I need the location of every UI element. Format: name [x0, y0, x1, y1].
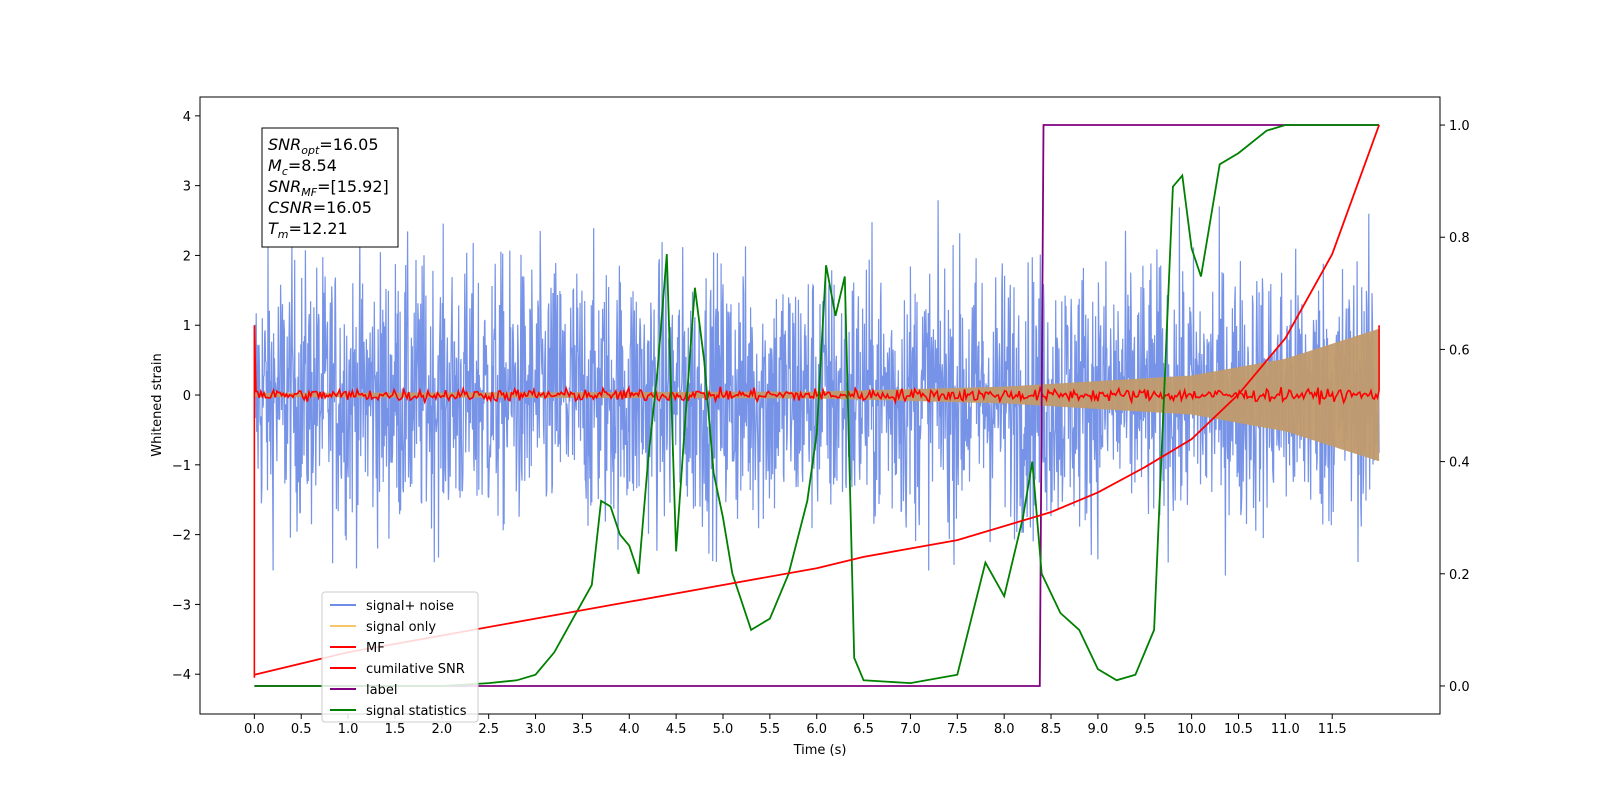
- legend-entry: signal only: [366, 620, 436, 635]
- y-axis-right: 0.0 0.2 0.4 0.6 0.8 1.0: [1440, 119, 1470, 695]
- series-label: [254, 124, 1380, 687]
- legend-entry: signal+ noise: [366, 599, 454, 614]
- x-tick-label: 4.0: [619, 722, 640, 737]
- plot-area: [253, 124, 1380, 687]
- x-tick-label: 3.0: [525, 722, 546, 737]
- x-tick-label: 4.5: [666, 722, 687, 737]
- legend-entry: cumilative SNR: [366, 662, 465, 677]
- info-line: SNRopt=16.05: [268, 135, 379, 157]
- info-box-frame: [261, 127, 399, 248]
- y-tick-label: −2: [172, 529, 191, 544]
- y-axis-label: Whitened strain: [150, 353, 165, 456]
- y2-tick-label: 0.2: [1449, 568, 1470, 583]
- y2-tick-label: 1.0: [1449, 119, 1470, 134]
- x-tick-label: 1.0: [338, 722, 359, 737]
- series-signal-statistics: [254, 124, 1380, 687]
- y-axis-left: −4 −3 −2 −1 0 1 2 3 4: [172, 110, 200, 683]
- x-tick-label: 7.5: [947, 722, 968, 737]
- y2-tick-label: 0.0: [1449, 680, 1470, 695]
- info-line: CSNR=16.05: [268, 198, 372, 217]
- series-cumulative-snr: [254, 124, 1380, 676]
- y2-tick-label: 0.4: [1449, 456, 1470, 471]
- info-line: Tm=12.21: [268, 219, 348, 241]
- series-mf: [253, 325, 1380, 678]
- x-tick-label: 2.0: [431, 722, 452, 737]
- x-tick-label: 11.0: [1271, 722, 1300, 737]
- legend-entry: MF: [366, 641, 385, 656]
- x-tick-label: 6.0: [806, 722, 827, 737]
- legend: signal+ noise signal only MF cumilative SNR…: [321, 591, 479, 723]
- y-tick-label: −4: [172, 668, 191, 683]
- x-tick-label: 1.5: [385, 722, 406, 737]
- x-tick-label: 2.5: [478, 722, 499, 737]
- plot-frame: [199, 96, 1441, 715]
- x-tick-label: 6.5: [853, 722, 874, 737]
- y-tick-label: −3: [172, 598, 191, 613]
- x-axis-label: Time (s): [793, 743, 847, 758]
- y-tick-label: 1: [183, 319, 191, 334]
- x-tick-label: 7.0: [900, 722, 921, 737]
- y2-tick-label: 0.8: [1449, 231, 1470, 246]
- legend-entry: label: [366, 683, 397, 698]
- x-tick-label: 3.5: [572, 722, 593, 737]
- y-tick-label: −1: [172, 459, 191, 474]
- y2-tick-label: 0.6: [1449, 343, 1470, 358]
- info-line: Mc=8.54: [268, 156, 337, 178]
- x-tick-label: 11.5: [1318, 722, 1347, 737]
- x-tick-label: 0.5: [291, 722, 312, 737]
- x-tick-label: 0.0: [244, 722, 265, 737]
- info-line: SNRMF=[15.92]: [268, 177, 389, 199]
- x-tick-label: 8.0: [994, 722, 1015, 737]
- x-tick-label: 10.0: [1177, 722, 1206, 737]
- legend-entry: signal statistics: [366, 704, 467, 719]
- x-tick-label: 5.0: [713, 722, 734, 737]
- x-tick-label: 9.0: [1088, 722, 1109, 737]
- y-tick-label: 0: [183, 389, 191, 404]
- y-tick-label: 4: [183, 110, 191, 125]
- x-tick-label: 8.5: [1041, 722, 1062, 737]
- x-tick-label: 5.5: [760, 722, 781, 737]
- legend-frame: [321, 591, 479, 723]
- x-tick-label: 10.5: [1224, 722, 1253, 737]
- x-tick-label: 9.5: [1134, 722, 1155, 737]
- info-box: SNRopt=16.05Mc=8.54SNRMF=[15.92]CSNR=16.…: [261, 127, 399, 248]
- x-axis: 0.0 0.5 1.0 1.5 2.0 2.5 3.0 3.5 4.0 4.5 5.0 5.5 6.0 6…: [244, 714, 1347, 737]
- y-tick-label: 3: [183, 180, 191, 195]
- y-tick-label: 2: [183, 249, 191, 264]
